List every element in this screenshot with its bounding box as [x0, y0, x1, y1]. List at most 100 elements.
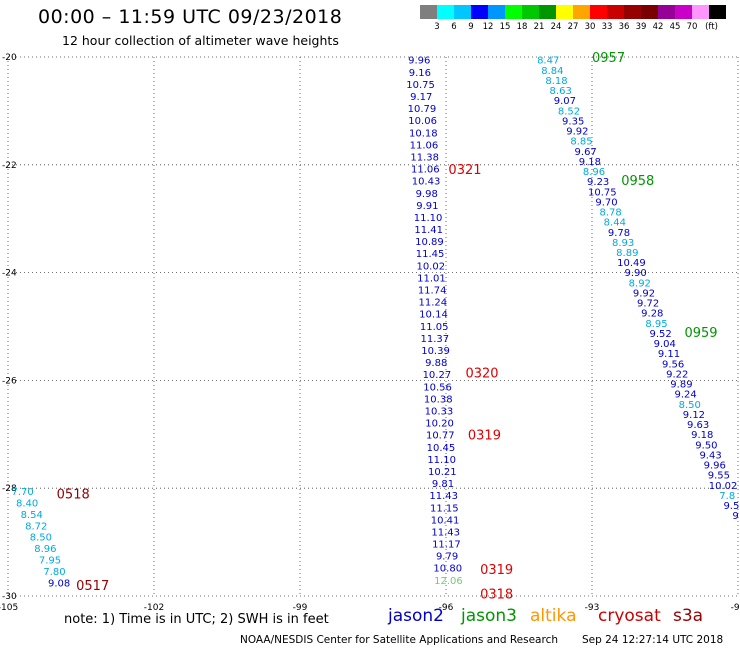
wave-height-value: 9.89 [670, 380, 692, 391]
wave-height-value: 11.24 [418, 298, 447, 309]
wave-height-value: 8.84 [541, 66, 563, 77]
scale-swatch [488, 5, 505, 19]
wave-height-value: 9.24 [674, 390, 696, 401]
x-tick-label: -105 [0, 603, 18, 613]
legend-jason2: jason2 [388, 606, 444, 626]
scale-swatch [556, 5, 573, 19]
wave-height-value: 9.08 [48, 579, 70, 590]
wave-height-value: 10.38 [424, 394, 453, 405]
wave-height-value: 8.96 [583, 167, 605, 178]
time-label: 0319 [468, 428, 501, 443]
wave-height-value: 8.18 [545, 76, 567, 87]
scale-swatch [709, 5, 726, 19]
wave-height-value: 8.47 [537, 56, 559, 67]
x-tick-label: -93 [585, 603, 600, 613]
scale-swatch [522, 5, 539, 19]
scale-label: 30 [584, 22, 596, 32]
wave-height-value: 8.85 [570, 137, 592, 148]
scale-label: 21 [533, 22, 545, 32]
legend-cryosat: cryosat [598, 606, 661, 626]
scale-label: 70 [686, 22, 698, 32]
wave-height-value: 8.63 [550, 86, 572, 97]
wave-height-value: 11.06 [410, 140, 439, 151]
wave-height-value: 8.93 [612, 238, 634, 249]
wave-height-value: 9.23 [587, 177, 609, 188]
scale-label: 36 [618, 22, 630, 32]
wave-height-value: 8.96 [34, 544, 56, 555]
time-label: 0957 [592, 51, 625, 66]
wave-height-value: 9.91 [416, 201, 438, 212]
wave-height-value: 8.40 [16, 498, 38, 509]
scale-label: 24 [550, 22, 562, 32]
scale-label: 3 [434, 22, 440, 32]
wave-height-value: 9.17 [410, 92, 432, 103]
time-label: 0321 [448, 163, 481, 178]
y-tick-label: -26 [2, 376, 17, 386]
y-tick-label: -24 [2, 269, 17, 279]
wave-height-value: 9.55 [708, 471, 730, 482]
scale-label: 39 [635, 22, 647, 32]
wave-height-value: 10.75 [406, 80, 435, 91]
wave-height-value: 10.02 [709, 481, 738, 492]
wave-height-value: 10.06 [408, 116, 437, 127]
scale-swatch [471, 5, 488, 19]
scale-label: 6 [451, 22, 457, 32]
scale-label: (ft) [705, 22, 718, 32]
wave-height-value: 9.67 [575, 147, 597, 158]
scale-swatch [590, 5, 607, 19]
wave-height-value: 9.18 [691, 430, 713, 441]
wave-height-value: 7.8 [719, 491, 735, 502]
wave-height-value: 9.11 [658, 349, 680, 360]
scale-swatch [437, 5, 454, 19]
wave-height-value: 9.04 [654, 339, 676, 350]
wave-height-value: 9.43 [699, 450, 721, 461]
wave-height-value: 9.52 [649, 329, 671, 340]
y-tick-label: -22 [2, 161, 17, 171]
wave-height-value: 9.35 [562, 116, 584, 127]
scale-label: 45 [669, 22, 681, 32]
generated-timestamp: Sep 24 12:27:14 UTC 2018 [582, 634, 724, 646]
y-tick-label: -20 [2, 53, 17, 63]
footnote: note: 1) Time is in UTC; 2) SWH is in fe… [64, 612, 329, 627]
wave-height-value: 11.41 [414, 225, 443, 236]
wave-height-value: 10.56 [423, 382, 452, 393]
y-tick-label: -28 [2, 484, 17, 494]
wave-height-value: 9.88 [425, 358, 447, 369]
wave-height-value: 8.52 [558, 106, 580, 117]
wave-height-value: 10.49 [617, 258, 646, 269]
wave-height-value: 9.16 [409, 68, 431, 79]
wave-height-value: 11.74 [418, 286, 447, 297]
wave-height-value: 9.22 [666, 369, 688, 380]
wave-height-value: 7.95 [39, 556, 61, 567]
wave-height-value: 8.72 [25, 521, 47, 532]
time-label: 0959 [684, 326, 717, 341]
wave-height-value: 11.10 [427, 455, 456, 466]
wave-height-value: 11.17 [432, 540, 461, 551]
wave-height-value: 7.70 [11, 487, 33, 498]
wave-height-value: 10.27 [423, 370, 452, 381]
scale-swatch [692, 5, 709, 19]
time-label: 0517 [76, 579, 109, 594]
wave-height-value: 11.43 [431, 527, 460, 538]
wave-height-value: 10.45 [427, 443, 456, 454]
wave-height-value: 10.21 [428, 467, 457, 478]
wave-height-value: 11.38 [410, 152, 439, 163]
wave-height-value: 9.79 [436, 552, 458, 563]
wave-height-value: 8.95 [645, 319, 667, 330]
wave-height-value: 10.79 [408, 104, 437, 115]
scale-swatch [454, 5, 471, 19]
wave-height-value: 9 [732, 511, 738, 522]
x-tick-label: -102 [144, 603, 164, 613]
scale-swatch [607, 5, 624, 19]
wave-height-value: 10.43 [412, 177, 441, 188]
wave-height-value: 9.96 [408, 56, 430, 67]
wave-height-value: 8.50 [679, 400, 701, 411]
wave-height-value: 9.28 [641, 309, 663, 320]
wave-height-value: 9.07 [554, 96, 576, 107]
wave-height-value: 8.92 [629, 278, 651, 289]
wave-height-value: 9.56 [662, 359, 684, 370]
time-label: 0958 [621, 174, 654, 189]
wave-height-value: 12.06 [434, 576, 463, 587]
wave-height-value: 10.89 [415, 237, 444, 248]
